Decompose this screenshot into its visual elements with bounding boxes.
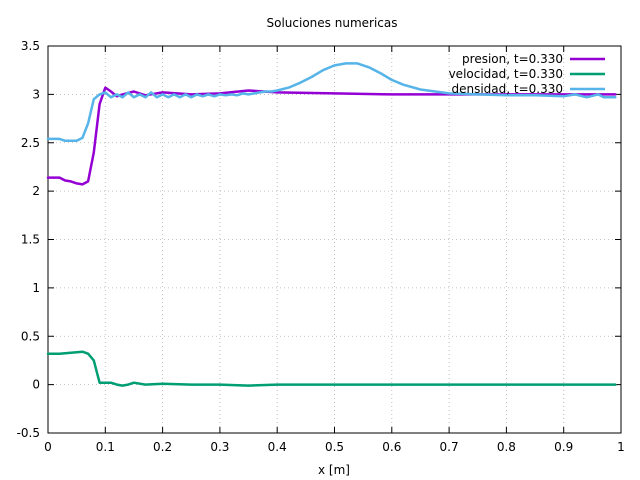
y-tick-label: 3: [32, 87, 40, 101]
x-tick-label: 0.5: [325, 440, 344, 454]
x-tick-label: 0.2: [153, 440, 172, 454]
x-tick-label: 0.9: [554, 440, 573, 454]
y-tick-label: -0.5: [17, 426, 40, 440]
series-line-2: [46, 350, 617, 387]
series-layer: [46, 62, 617, 387]
legend-label-1: presion, t=0.330: [462, 52, 563, 66]
x-tick-label: 0.4: [268, 440, 287, 454]
x-tick-label: 0.3: [210, 440, 229, 454]
x-tick-label: 1: [617, 440, 625, 454]
y-tick-label: 3.5: [21, 39, 40, 53]
legend-label-3: densidad, t=0.330: [451, 82, 563, 96]
y-tick-label: 0.5: [21, 329, 40, 343]
x-tick-label: 0.7: [440, 440, 459, 454]
x-axis-label: x [m]: [318, 463, 350, 477]
series-line-3: [46, 62, 617, 143]
grid: [48, 46, 621, 433]
y-tick-label: 0: [32, 378, 40, 392]
y-tick-label: 2.5: [21, 136, 40, 150]
x-tick-label: 0.6: [382, 440, 401, 454]
x-tick-label: 0.8: [497, 440, 516, 454]
y-tick-label: 2: [32, 184, 40, 198]
x-tick-label: 0: [44, 440, 52, 454]
x-tick-label: 0.1: [96, 440, 115, 454]
chart-title: Soluciones numericas: [267, 16, 398, 30]
axes: 0 0.1 0.2 0.3 0.4 0.5 0.6 0.7 0.8 0.9 1 -0.5 0 0.5 1 1.…: [17, 39, 625, 454]
y-tick-label: 1: [32, 281, 40, 295]
legend-label-2: velocidad, t=0.330: [449, 67, 563, 81]
y-tick-label: 1.5: [21, 233, 40, 247]
